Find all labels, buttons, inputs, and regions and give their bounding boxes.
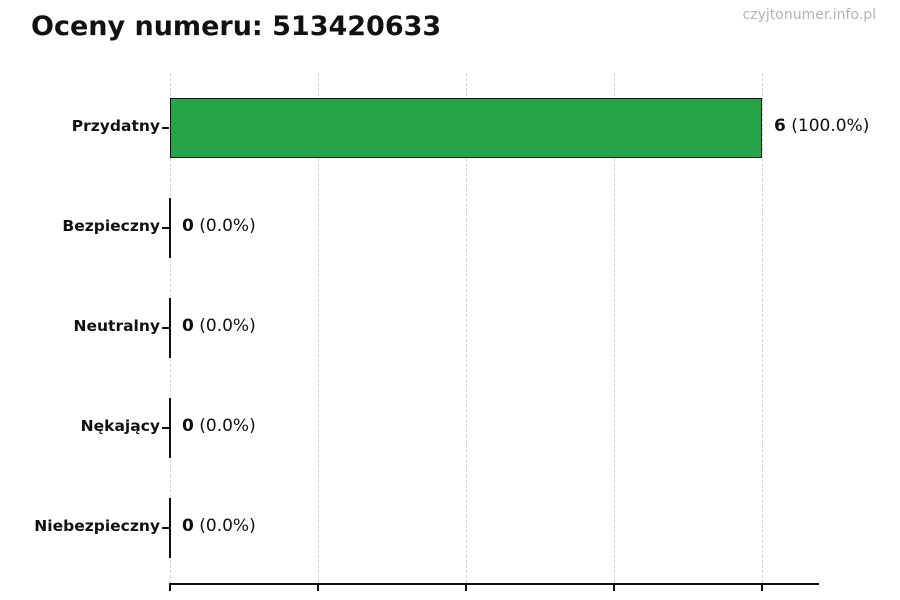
value-label: 0 (0.0%) [182,516,256,536]
x-axis-tick [169,585,171,591]
category-label: Bezpieczny [62,217,160,235]
value-label: 0 (0.0%) [182,316,256,336]
x-axis-tick [317,585,319,591]
x-axis-line [169,583,819,585]
value-label: 6 (100.0%) [774,116,869,136]
x-gridline [466,73,467,583]
bar-niebezpieczny [169,498,171,558]
bar-bezpieczny [169,198,171,258]
watermark: czyjtonumer.info.pl [742,7,876,23]
category-label: Nękający [80,417,160,435]
x-axis-tick [465,585,467,591]
value-percent: (0.0%) [193,216,256,236]
value-count: 0 [182,416,194,436]
y-axis-tick [162,127,169,129]
x-gridline [614,73,615,583]
value-percent: (0.0%) [193,416,256,436]
value-label: 0 (0.0%) [182,416,256,436]
x-gridline [318,73,319,583]
value-count: 0 [182,316,194,336]
category-label: Neutralny [73,317,160,335]
y-axis-tick [162,227,169,229]
bar-przydatny [170,98,762,158]
value-count: 6 [774,116,786,136]
y-axis-tick [162,427,169,429]
bar-neutralny [169,298,171,358]
x-gridline [762,73,763,583]
value-count: 0 [182,516,194,536]
value-percent: (100.0%) [785,116,870,136]
y-axis-tick [162,327,169,329]
category-label: Niebezpieczny [34,517,160,535]
x-axis-tick [613,585,615,591]
chart-title: Oceny numeru: 513420633 [31,11,442,42]
x-axis-tick [761,585,763,591]
value-count: 0 [182,216,194,236]
bar-nękający [169,398,171,458]
value-percent: (0.0%) [193,316,256,336]
value-percent: (0.0%) [193,516,256,536]
value-label: 0 (0.0%) [182,216,256,236]
y-axis-tick [162,527,169,529]
category-label: Przydatny [71,117,160,135]
